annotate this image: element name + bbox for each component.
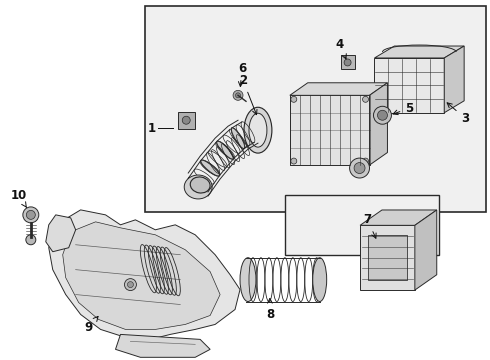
Text: 5: 5 (393, 102, 414, 115)
FancyBboxPatch shape (341, 55, 355, 69)
Circle shape (354, 163, 365, 174)
Polygon shape (444, 46, 464, 113)
Circle shape (291, 158, 297, 164)
Polygon shape (374, 46, 464, 58)
Circle shape (182, 116, 190, 124)
Ellipse shape (217, 141, 233, 159)
Bar (146, 6, 486, 212)
Text: 10: 10 (11, 189, 27, 208)
Bar (360, 225, 415, 290)
Text: 3: 3 (447, 103, 469, 125)
Polygon shape (63, 222, 220, 329)
Polygon shape (290, 83, 388, 95)
Ellipse shape (201, 160, 220, 176)
Text: 1: 1 (147, 122, 155, 135)
Circle shape (23, 207, 39, 223)
Circle shape (124, 279, 136, 291)
Ellipse shape (249, 113, 267, 147)
Bar (368, 235, 407, 280)
Polygon shape (116, 334, 210, 357)
Circle shape (26, 235, 36, 245)
Circle shape (291, 96, 297, 102)
Circle shape (349, 158, 369, 178)
Bar (285, 195, 439, 255)
Text: 8: 8 (266, 298, 274, 321)
Text: 7: 7 (364, 213, 376, 238)
Ellipse shape (240, 258, 256, 302)
Ellipse shape (190, 177, 210, 193)
Ellipse shape (184, 175, 212, 199)
Circle shape (127, 282, 133, 288)
Text: 2: 2 (239, 74, 257, 114)
Text: 9: 9 (84, 316, 98, 334)
Ellipse shape (244, 107, 272, 153)
Ellipse shape (313, 258, 327, 302)
Bar (374, 58, 444, 113)
Circle shape (363, 96, 368, 102)
Polygon shape (360, 210, 437, 225)
FancyBboxPatch shape (178, 112, 195, 129)
Ellipse shape (231, 128, 245, 149)
Circle shape (373, 106, 392, 124)
Polygon shape (415, 210, 437, 290)
Polygon shape (49, 210, 240, 339)
Circle shape (363, 158, 368, 164)
Circle shape (236, 93, 241, 98)
Ellipse shape (188, 178, 208, 192)
Circle shape (377, 110, 388, 120)
Circle shape (26, 210, 35, 219)
Circle shape (344, 59, 351, 66)
Bar (290, 95, 369, 165)
Text: 6: 6 (238, 62, 246, 86)
Polygon shape (46, 215, 75, 252)
Polygon shape (369, 83, 388, 165)
Text: 4: 4 (336, 38, 346, 59)
Circle shape (233, 90, 243, 100)
